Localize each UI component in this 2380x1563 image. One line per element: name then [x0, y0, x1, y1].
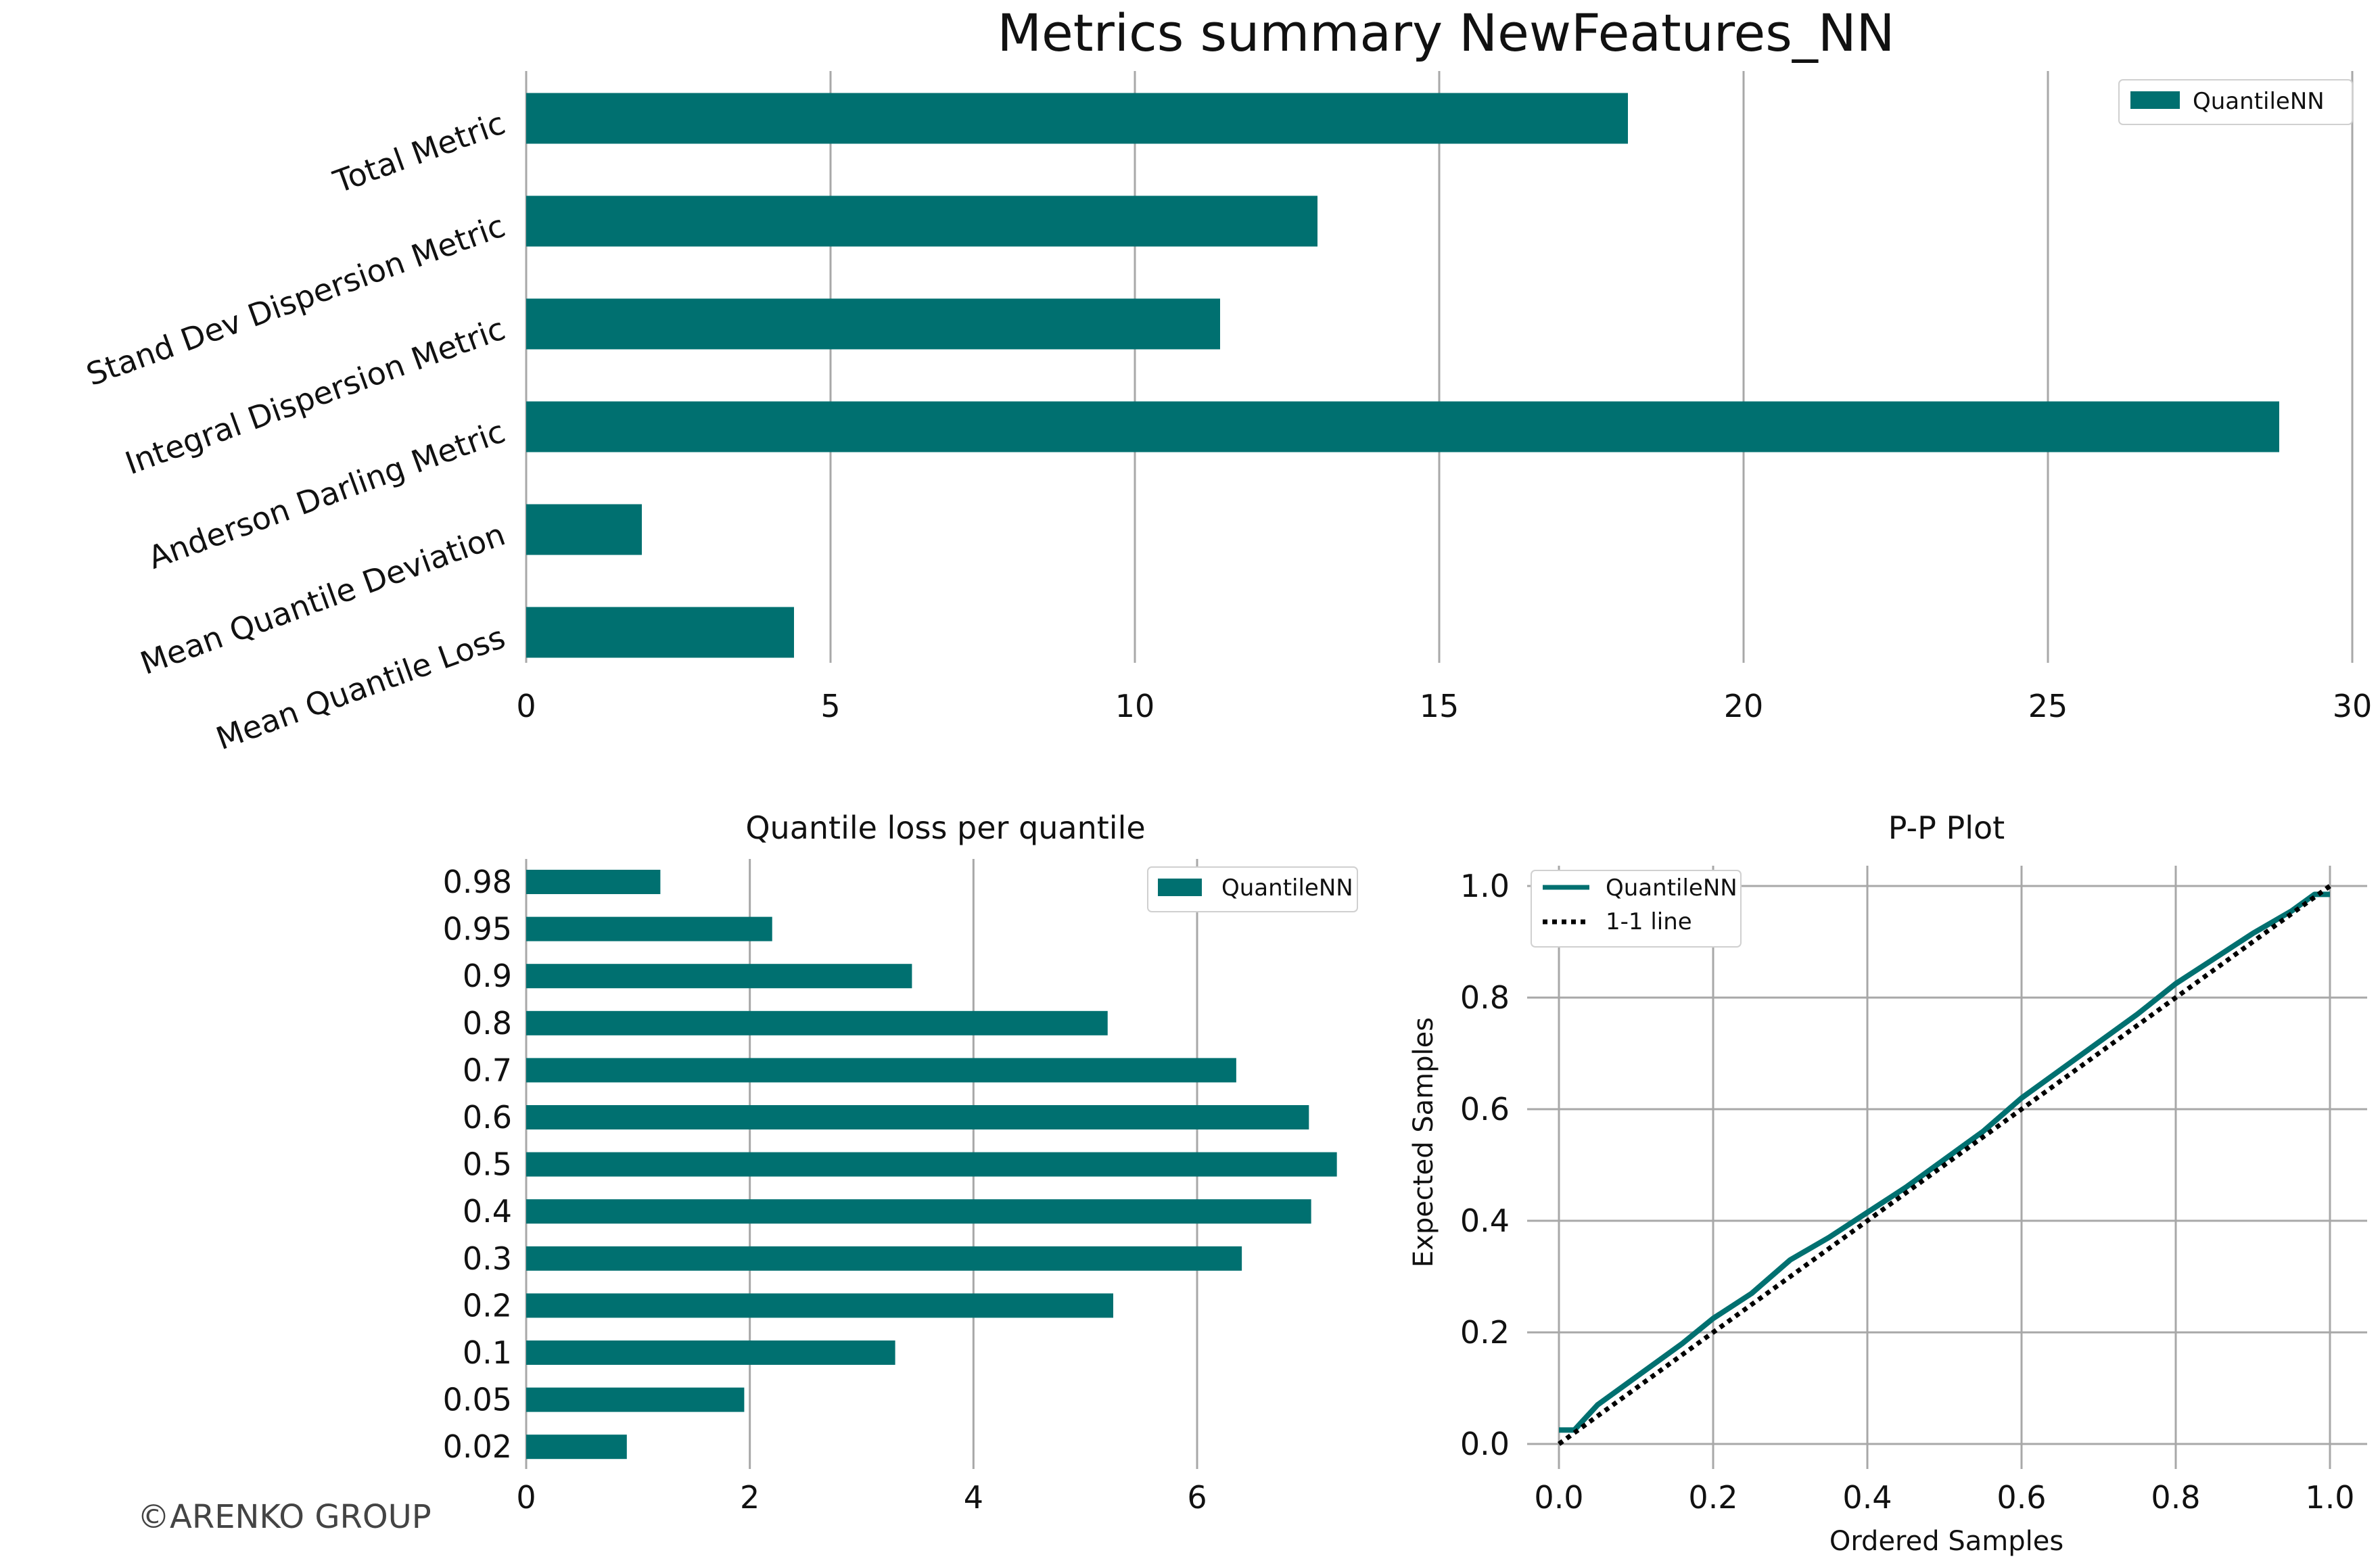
x-tick-label: 0.6 [1997, 1479, 2046, 1516]
series-line [1559, 891, 2330, 1433]
bar [526, 1058, 1236, 1083]
category-label: 0.5 [463, 1146, 512, 1183]
bar [526, 1010, 1108, 1035]
category-label: 0.2 [463, 1287, 512, 1324]
x-tick-label: 10 [1115, 688, 1155, 724]
bar [526, 1246, 1242, 1271]
category-label: 0.4 [463, 1193, 512, 1230]
legend-label-one-to-one: 1-1 line [1606, 908, 1692, 935]
pp-plot-lines [1557, 884, 2332, 1446]
category-label: 0.1 [463, 1334, 512, 1371]
pp-plot-chart: 0.0 0.2 0.4 0.6 0.8 1.0 0.0 0.2 0.4 0.6 0.8 1.0 P-… [1408, 810, 2367, 1557]
bar [526, 195, 1317, 247]
quantile-loss-bars [526, 870, 1337, 1460]
x-tick-label: 0.8 [2151, 1479, 2200, 1516]
x-tick-label: 1.0 [2305, 1479, 2354, 1516]
legend-box [2118, 79, 2353, 125]
x-tick-label: 2 [740, 1479, 760, 1516]
y-tick-label: 0.0 [1460, 1426, 1510, 1462]
category-label: 0.3 [463, 1240, 512, 1277]
category-label: 0.02 [443, 1428, 512, 1465]
pp-plot-grid [1527, 866, 2367, 1469]
category-label: 0.9 [463, 958, 512, 994]
x-tick-label: 0.4 [1842, 1479, 1892, 1516]
category-label: 0.7 [463, 1052, 512, 1088]
y-tick-label: 1.0 [1460, 868, 1510, 904]
x-tick-label: 6 [1187, 1479, 1207, 1516]
bar [526, 1152, 1337, 1177]
x-tick-label: 4 [964, 1479, 983, 1516]
x-tick-label: 30 [2333, 688, 2373, 724]
bar [526, 1199, 1311, 1224]
quantile-loss-title: Quantile loss per quantile [745, 810, 1145, 846]
pp-plot-legend: QuantileNN 1-1 line [1531, 870, 1742, 948]
category-label: Total Metric [328, 105, 509, 201]
category-label: 0.98 [443, 864, 512, 900]
legend-label: QuantileNN [1221, 874, 1353, 902]
watermark: ©ARENKO GROUP [137, 1498, 431, 1536]
y-tick-label: 0.6 [1460, 1091, 1510, 1127]
metrics-legend: QuantileNN [2118, 79, 2353, 125]
quantile-loss-chart: 0.98 0.95 0.9 0.8 0.7 0.6 0.5 0.4 0.3 0.2 0.1 0.05 0… [443, 810, 1358, 1516]
bar [526, 401, 2279, 452]
bar [526, 93, 1628, 144]
legend-label: QuantileNN [2193, 88, 2325, 115]
legend-label-quantilenn: QuantileNN [1606, 874, 1737, 902]
category-label: 0.95 [443, 911, 512, 948]
bar [526, 1340, 895, 1365]
bar [526, 870, 661, 894]
bar [526, 1105, 1309, 1129]
y-tick-label: 0.4 [1460, 1203, 1510, 1239]
legend-swatch [1158, 879, 1202, 896]
x-tick-label: 5 [820, 688, 840, 724]
pp-plot-title: P-P Plot [1888, 810, 2005, 846]
x-tick-label: 0 [516, 688, 536, 724]
bar [526, 964, 912, 989]
bar [526, 1387, 745, 1412]
pp-plot-x-ticks: 0.0 0.2 0.4 0.6 0.8 1.0 [1534, 1479, 2354, 1516]
metrics-grid [525, 71, 2354, 663]
metrics-chart-title: Metrics summary NewFeatures_NN [997, 3, 1894, 63]
x-tick-label: 0.2 [1688, 1479, 1737, 1516]
category-label: 0.8 [463, 1005, 512, 1042]
category-label: 0.6 [463, 1099, 512, 1136]
series-line [1557, 884, 2332, 1446]
bar [526, 298, 1220, 350]
bar [526, 607, 794, 658]
pp-plot-y-axis-label: Expected Samples [1408, 1017, 1439, 1267]
x-tick-label: 15 [1420, 688, 1460, 724]
quantile-loss-legend: QuantileNN [1147, 866, 1358, 912]
bar [526, 1293, 1113, 1318]
x-tick-label: 0.0 [1534, 1479, 1583, 1516]
quantile-loss-category-labels: 0.98 0.95 0.9 0.8 0.7 0.6 0.5 0.4 0.3 0.2 0.1 0.05 0… [443, 864, 512, 1465]
bar [526, 1434, 627, 1460]
pp-plot-y-ticks: 0.0 0.2 0.4 0.6 0.8 1.0 [1460, 868, 1510, 1462]
y-tick-label: 0.2 [1460, 1314, 1510, 1351]
category-label: 0.05 [443, 1382, 512, 1418]
x-tick-label: 25 [2028, 688, 2068, 724]
x-tick-label: 20 [1724, 688, 1764, 724]
legend-swatch [2130, 91, 2180, 109]
bar [526, 916, 772, 941]
x-tick-label: 0 [516, 1479, 536, 1516]
bar [526, 504, 642, 555]
metrics-x-ticks: 0 5 10 15 20 25 30 [516, 688, 2372, 724]
quantile-loss-x-ticks: 0 2 4 6 [516, 1479, 1207, 1516]
y-tick-label: 0.8 [1460, 979, 1510, 1016]
metrics-bars [526, 93, 2279, 658]
pp-plot-x-axis-label: Ordered Samples [1829, 1526, 2063, 1557]
legend-box [1147, 866, 1358, 912]
